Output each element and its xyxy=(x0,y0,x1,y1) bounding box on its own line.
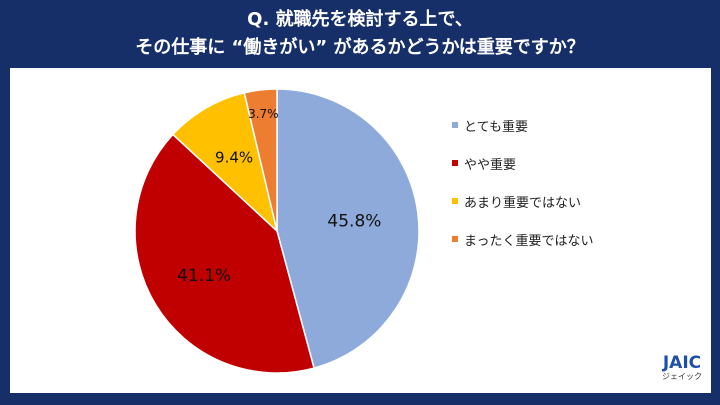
legend-swatch-icon xyxy=(452,236,458,242)
chart-title: Q. 就職先を検討する上で、 その仕事に “働きがい” があるかどうかは重要です… xyxy=(0,6,720,62)
logo-subtext: ジェイック xyxy=(662,372,702,381)
pie-data-label: 3.7% xyxy=(248,107,279,121)
title-line-2: その仕事に “働きがい” があるかどうかは重要ですか？ xyxy=(135,37,585,58)
logo-mark: JAIC xyxy=(662,353,702,373)
pie-slice xyxy=(243,88,278,232)
pie-data-label: 9.4% xyxy=(215,149,253,167)
legend-swatch-icon xyxy=(452,122,458,128)
title-line-1: Q. 就職先を検討する上で、 xyxy=(247,9,473,30)
legend-label: まったく重要ではない xyxy=(464,233,594,249)
legend-label: やや重要 xyxy=(464,157,517,173)
jaic-logo: JAIC ジェイック xyxy=(652,354,712,382)
legend-label: あまり重要ではない xyxy=(464,195,582,211)
legend: とても重要 やや重要 あまり重要ではない まったく重要ではない xyxy=(452,106,593,258)
pie-data-label: 45.8% xyxy=(327,212,381,232)
legend-item-very-important: とても重要 xyxy=(452,106,593,144)
legend-label: とても重要 xyxy=(464,119,528,135)
legend-item-not-very-important: あまり重要ではない xyxy=(452,182,593,220)
legend-swatch-icon xyxy=(452,160,458,166)
legend-item-somewhat-important: やや重要 xyxy=(452,144,593,182)
pie-labels: 45.8% 41.1% 9.4% 3.7% xyxy=(177,107,381,286)
pie-data-label: 41.1% xyxy=(177,266,231,286)
pie-slices xyxy=(134,88,420,374)
pie-slice xyxy=(134,133,315,374)
pie-slice xyxy=(171,91,279,234)
pie-slice xyxy=(276,88,420,370)
legend-item-not-important-at-all: まったく重要ではない xyxy=(452,220,593,258)
legend-swatch-icon xyxy=(452,198,458,204)
